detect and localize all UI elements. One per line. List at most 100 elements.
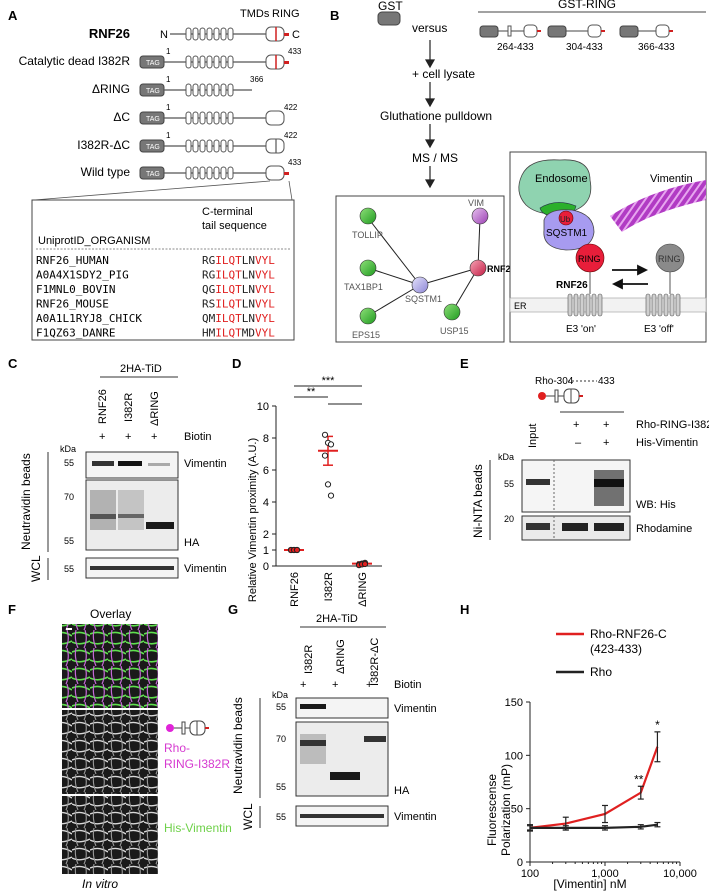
g-lane-i382r: I382R	[303, 645, 315, 674]
g-m55b: 55	[276, 782, 286, 792]
alignment-row-seq: RGILQTLNVYL	[202, 254, 275, 267]
panel-b: GST versus GST-RING 264-433 304-433 366-…	[335, 0, 707, 343]
endosome-shape	[518, 159, 592, 215]
g-m55c: 55	[276, 812, 286, 822]
start-3: 1	[166, 103, 171, 112]
ring-label-on: RING	[578, 254, 601, 264]
node-label-rnf26: RNF26	[487, 264, 516, 274]
d-xtick-label: ΔRING	[357, 572, 369, 607]
e-row1-label: Rho-RING-I382R	[636, 419, 709, 431]
h-series-line	[529, 746, 659, 829]
step-msms: MS / MS	[412, 151, 458, 165]
g-blot-vimentin	[295, 697, 389, 719]
d-xtick-label: I382R	[323, 572, 335, 601]
g-plus-1: +	[300, 679, 306, 691]
c-side-beads: Neutravidin beads	[19, 453, 33, 550]
network-edges	[367, 217, 481, 317]
step-pulldown: Gluthatione pulldown	[380, 109, 492, 123]
tag-label-2: TAG	[146, 88, 160, 95]
g-m70: 70	[276, 734, 286, 744]
alignment-row-id: F1QZ63_DANRE	[36, 327, 115, 340]
end-433-2: 433	[288, 158, 302, 167]
e-rhodamine-label: Rhodamine	[636, 523, 692, 535]
node-label-vim: VIM	[468, 198, 484, 208]
construct-wt-schematic	[139, 165, 289, 181]
gst-ring-label: GST-RING	[558, 0, 616, 11]
construct-label-rnf26: RNF26	[89, 26, 130, 41]
f-scale-bar	[66, 628, 72, 630]
c-side-wcl: WCL	[29, 555, 43, 582]
range-3: 366-433	[638, 42, 675, 53]
ub-shape	[558, 210, 574, 226]
d-data-point	[321, 431, 329, 438]
d-ytick-label: 1	[263, 545, 269, 557]
c-title: 2HA-TiD	[120, 363, 162, 375]
d-sig-label-1: ***	[322, 375, 336, 387]
c-m70: 70	[64, 492, 74, 502]
node-rnf26	[469, 259, 487, 277]
h-xtick-label: 1,000	[591, 868, 619, 880]
g-band-vim-1	[300, 704, 326, 709]
g-plus-2: +	[332, 679, 338, 691]
range-1: 264-433	[497, 42, 534, 53]
panel-e: Rho-304 433 Input + + Rho-RING-I382R – +…	[471, 376, 709, 541]
c-band-ha-2	[118, 514, 144, 518]
d-data-point	[293, 546, 301, 554]
er-membrane	[509, 297, 707, 313]
panel-d: Relative Vimentin proximity (A.U.) 0 1 2 4 6…	[247, 375, 382, 607]
n-terminus: N	[160, 29, 168, 41]
g-band-ha-3	[364, 736, 386, 742]
construct-label-i382r: Catalytic dead I382R	[19, 54, 131, 68]
e-row2-label: His-Vimentin	[636, 437, 698, 449]
node-label-tollip: TOLLIP	[352, 230, 383, 240]
panel-letter-b: B	[330, 8, 339, 23]
ring-label-off: RING	[658, 254, 681, 264]
c-lane-i382r: I382R	[123, 393, 135, 422]
alignment-row-id: A0A4X1SDY2_PIG	[36, 269, 129, 282]
h-xtick-label: 100	[521, 868, 539, 880]
h-xtick-label: 10,000	[663, 868, 697, 880]
alignment-row-id: A0A1L1RYJ8_CHICK	[36, 312, 142, 325]
d-ytick-label: 0	[263, 561, 269, 573]
e-row1-lane1: +	[573, 419, 579, 431]
er-label: ER	[514, 301, 527, 311]
c-m55b: 55	[64, 536, 74, 546]
c-m55a: 55	[64, 458, 74, 468]
f-label-ring-2: RING-I382R	[164, 757, 230, 771]
panel-letter-g: G	[228, 602, 238, 617]
sqstm1-label: SQSTM1	[546, 228, 588, 239]
alignment-row-id: RNF26_MOUSE	[36, 298, 109, 311]
ring-header: RING	[272, 8, 300, 20]
workflow-arrows	[424, 40, 436, 189]
node-usp15	[443, 303, 461, 321]
e-kda: kDa	[498, 452, 514, 462]
d-data-point	[324, 481, 332, 488]
node-label-usp15: USP15	[440, 326, 469, 336]
g-vimentin-wcl-label: Vimentin	[394, 811, 437, 823]
node-label-sqstm1: SQSTM1	[405, 294, 442, 304]
tag-label-3: TAG	[146, 116, 160, 123]
tag-label-4: TAG	[146, 144, 160, 151]
panel-h: Rho-RNF26-C (423-433) Rho Fluorescense P…	[485, 627, 697, 891]
panel-a: TMDs RING RNF26 Catalytic dead I382R ΔRI…	[19, 8, 302, 341]
h-sig-label-2: *	[655, 718, 660, 732]
g-kda: kDa	[272, 690, 288, 700]
c-lane-dring: ΔRING	[149, 391, 161, 426]
e-m55: 55	[504, 479, 514, 489]
e-band-rho-input	[526, 523, 550, 530]
alignment-row-seq: RGILQTLNVYL	[202, 269, 275, 282]
rnf26-model-label: RNF26	[556, 280, 588, 291]
g-smear-1	[300, 734, 326, 764]
c-smear-2	[118, 490, 144, 530]
h-xlabel: [Vimentin] nM	[553, 877, 626, 891]
tag-label-1: TAG	[146, 60, 160, 67]
e-band-lane2	[594, 479, 624, 487]
h-ylabel-1: Fluorescense	[485, 774, 499, 846]
d-ytick-label: 4	[263, 497, 269, 509]
g-ha-label: HA	[394, 785, 410, 797]
construct-dc-schematic	[139, 110, 285, 126]
tag-label-5: TAG	[146, 171, 160, 178]
d-ytick-label: 6	[263, 465, 269, 477]
gst-block	[377, 11, 401, 26]
